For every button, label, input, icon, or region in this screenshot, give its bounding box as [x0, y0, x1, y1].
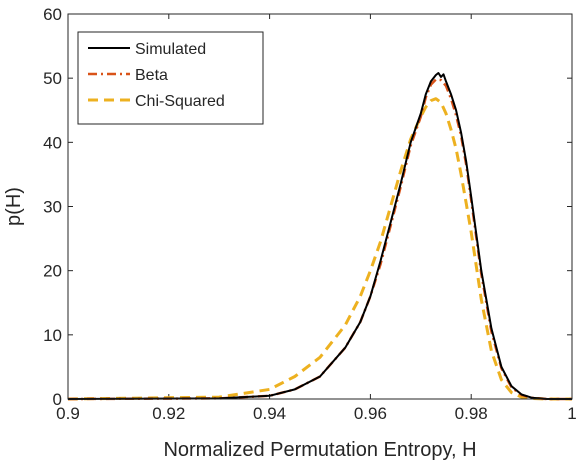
x-tick-label: 0.94 — [253, 404, 286, 423]
plot-layer — [67, 72, 572, 401]
y-tick-label: 50 — [43, 69, 62, 88]
legend-entry-label: Beta — [135, 67, 168, 84]
y-tick-label: 0 — [53, 390, 62, 409]
x-tick-label: 0.92 — [152, 404, 185, 423]
legend-entry-label: Simulated — [135, 41, 206, 58]
x-tick-label: 0.96 — [354, 404, 387, 423]
y-tick-label: 30 — [43, 198, 62, 217]
y-tick-label: 20 — [43, 262, 62, 281]
y-tick-label: 60 — [43, 5, 62, 24]
x-tick-label: 0.9 — [56, 404, 80, 423]
y-tick-label: 40 — [43, 133, 62, 152]
series-line-simulated — [67, 72, 572, 400]
plot-frame — [67, 13, 573, 400]
y-tick-label: 10 — [43, 326, 62, 345]
series-line-chi-squared — [67, 97, 572, 401]
y-axis-label: p(H) — [3, 187, 25, 226]
x-tick-label: 0.98 — [455, 404, 488, 423]
legend-entry-label: Chi-Squared — [135, 93, 225, 110]
x-axis-label: Normalized Permutation Entropy, H — [163, 439, 476, 461]
legend: Simulated Beta Chi-Squared — [77, 31, 264, 125]
x-tick-label: 1 — [567, 404, 576, 423]
